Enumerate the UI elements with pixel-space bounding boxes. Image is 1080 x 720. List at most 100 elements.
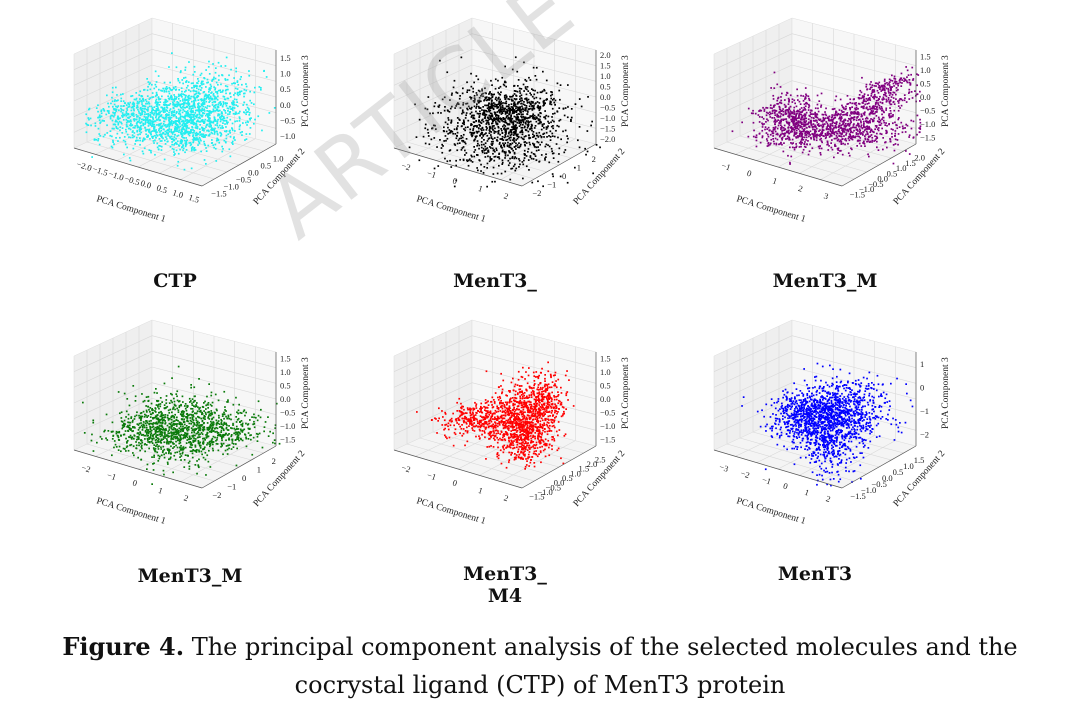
z-axis-label: PCA Component 3 (621, 357, 631, 429)
axis-lines (393, 352, 597, 489)
x-tick-label: −2 (739, 468, 751, 480)
scatter-points (82, 365, 281, 485)
y-tick-label: 1.5 (914, 455, 925, 465)
z-tick-label: 1 (920, 359, 924, 369)
x-tick-label: 3 (823, 191, 830, 202)
x-tick-label: 2 (797, 183, 804, 194)
z-tick-label: 1.0 (920, 65, 931, 75)
y-tick-label: −1.0 (537, 487, 552, 497)
x-tick-label: −1 (761, 474, 773, 486)
z-tick-label: 0.0 (920, 92, 931, 102)
z-tick-label: 1.5 (280, 354, 291, 364)
y-tick-label: −0.5 (236, 175, 251, 185)
x-tick-label: 0.0 (139, 178, 152, 191)
y-tick-label: 0.5 (261, 161, 272, 171)
panel-title-line: CTP (153, 270, 197, 292)
pca-panel-2: −2 −1 0 1 2 PCA Component 1 −2 −1 0 1 2 PCA Compone… (360, 17, 670, 268)
z-axis-label: PCA Component 3 (621, 55, 631, 127)
pca-panel-6: −3 −2 −1 0 1 2 PCA Component 1 −1.5 −1.0 −0.5 0.0 0… (680, 319, 990, 570)
y-tick-label: −1 (227, 481, 236, 491)
y-tick-label: 1.0 (896, 163, 907, 173)
y-tick-label: 0 (242, 473, 246, 483)
figure-caption: Figure 4. The principal component analys… (20, 628, 1060, 704)
x-tick-label: 2 (183, 493, 190, 504)
scatter-points (731, 66, 922, 165)
panel-title: MenT3 (740, 563, 890, 585)
x-tick-label: 1 (157, 485, 164, 496)
z-tick-label: −0.5 (600, 407, 615, 417)
x-tick-label: −1 (720, 160, 732, 172)
z-tick-label: 0.5 (920, 79, 931, 89)
y-tick-label: 0 (562, 171, 566, 181)
z-tick-label: 0.0 (280, 100, 291, 110)
x-tick-label: 2 (503, 493, 510, 504)
y-tick-label: 0.0 (554, 478, 565, 488)
z-tick-label: −1.5 (600, 434, 615, 444)
panel-title: MenT3_M (100, 565, 280, 587)
z-tick-label: −1.5 (280, 434, 295, 444)
figure-caption-label: Figure 4. (62, 632, 185, 661)
y-tick-label: −1.0 (224, 182, 239, 192)
y-tick-label: −0.5 (546, 482, 561, 492)
x-tick-label: −1 (106, 470, 118, 482)
panel-title-line: MenT3_ (463, 563, 547, 585)
panel-title: MenT3_ (420, 270, 570, 292)
z-tick-label: −0.5 (280, 407, 295, 417)
scatter-points (416, 361, 575, 470)
y-tick-label: 1 (577, 163, 581, 173)
z-tick-label: 0.5 (600, 82, 611, 92)
panel-title-line: MenT3_ (453, 270, 537, 292)
z-tick-label: −0.5 (280, 116, 295, 126)
z-tick-label: −0.5 (600, 102, 615, 112)
x-tick-label: −2 (400, 160, 412, 172)
z-tick-label: 1.5 (600, 61, 611, 71)
y-tick-label: 1.0 (903, 461, 914, 471)
z-tick-label: −1.0 (280, 131, 295, 141)
y-tick-label: −0.5 (868, 179, 883, 189)
x-tick-label: 0 (131, 477, 138, 488)
y-tick-label: 0.5 (893, 467, 904, 477)
z-tick-label: 0.0 (280, 394, 291, 404)
y-tick-label: 1.0 (570, 468, 581, 478)
y-tick-label: 1.0 (273, 154, 284, 164)
x-tick-label: −1 (426, 168, 438, 180)
x-axis-label: PCA Component 1 (95, 194, 167, 225)
figure-caption-text: The principal component analysis of the … (191, 633, 1018, 699)
x-axis-label: PCA Component 1 (735, 496, 807, 527)
y-tick-label: −1 (547, 179, 556, 189)
y-tick-label: −1.5 (211, 189, 226, 199)
axis-lines (713, 50, 917, 187)
z-tick-label: −1.0 (600, 421, 615, 431)
x-tick-label: 0 (746, 168, 753, 179)
z-tick-label: −1.5 (920, 132, 935, 142)
z-tick-label: 1.5 (600, 354, 611, 364)
z-tick-label: −1.5 (600, 123, 615, 133)
z-axis-label: PCA Component 3 (941, 55, 951, 127)
y-tick-label: 1 (257, 465, 261, 475)
scatter-points (408, 56, 601, 188)
x-axis-label: PCA Component 1 (95, 496, 167, 527)
x-tick-label: −3 (718, 462, 730, 474)
x-tick-label: 1 (477, 183, 484, 194)
z-axis-label: PCA Component 3 (301, 55, 311, 127)
pca-panel-1: −2.0 −1.5 −1.0 −0.5 0.0 0.5 1.0 1.5 PCA Componen… (40, 17, 350, 268)
z-tick-label: 1.5 (920, 52, 931, 62)
z-tick-label: 0 (920, 382, 924, 392)
x-tick-label: 1 (477, 485, 484, 496)
y-tick-label: 2.0 (587, 459, 598, 469)
panel-title-line: MenT3_M (137, 565, 243, 587)
pca-panel-4: −2 −1 0 1 2 PCA Component 1 −2 −1 0 1 2 PCA Compone… (40, 319, 350, 570)
y-tick-label: −1.5 (529, 492, 544, 502)
x-tick-label: 2 (503, 191, 510, 202)
x-tick-label: 1 (803, 487, 810, 498)
scatter-points (741, 362, 914, 487)
y-tick-label: 0.0 (248, 168, 259, 178)
x-tick-label: 0.5 (155, 183, 168, 196)
y-tick-label: −2 (532, 188, 541, 198)
y-axis-label: PCA Component 2 (572, 147, 628, 207)
z-tick-label: 2.0 (600, 50, 611, 60)
axis-lines (73, 50, 277, 187)
